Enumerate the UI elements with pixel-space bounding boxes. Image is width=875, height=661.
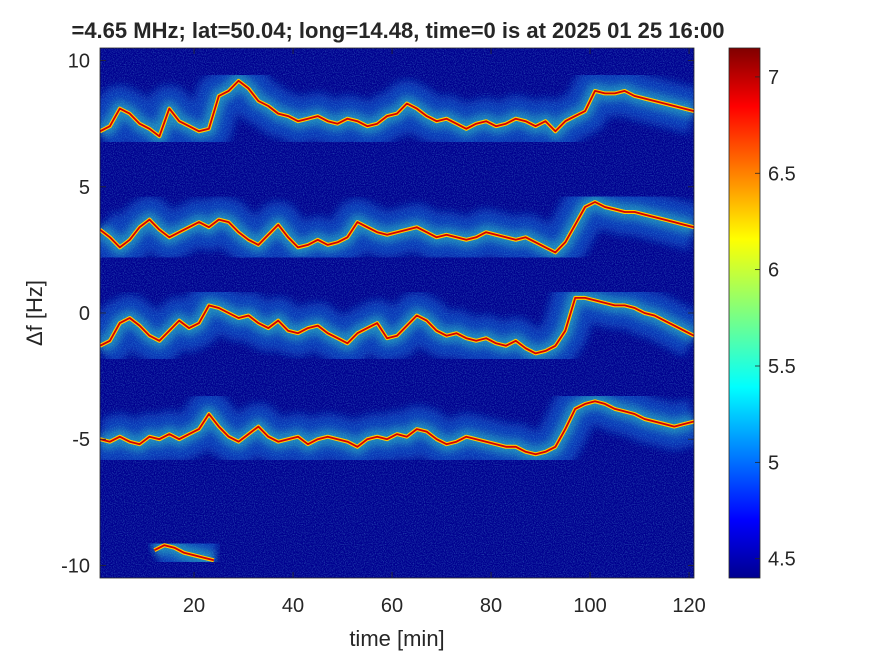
y-axis: -10 -5 0 5 10 [61,51,694,577]
trace-5-core [153,544,215,562]
chart-title: =4.65 MHz; lat=50.04; long=14.48, time=0… [71,18,724,43]
y-tick-label: 10 [68,51,90,73]
x-tick-label: 120 [672,595,705,617]
colorbar-gradient [729,48,760,578]
y-tick-label: -5 [72,429,90,451]
y-tick-label: 5 [79,177,90,199]
x-tick-label: 80 [480,595,502,617]
x-tick-label: 20 [183,595,205,617]
colorbar-tick-label: 5.5 [768,356,796,378]
colorbar-frame [728,47,761,579]
colorbar-tick-label: 6.5 [768,163,796,185]
x-axis: 20 40 60 80 100 120 [183,48,706,617]
trace-2-core [100,201,694,254]
y-tick-label: 0 [79,303,90,325]
colorbar-ticks: 4.5 5 5.5 6 6.5 7 [755,67,796,571]
colorbar: 4.5 5 5.5 6 6.5 7 [728,47,796,579]
colorbar-tick-label: 5 [768,452,779,474]
trace-3-core [100,297,694,355]
x-axis-label: time [min] [349,626,444,651]
colorbar-tick-label: 4.5 [768,549,796,571]
x-tick-label: 40 [282,595,304,617]
y-axis-label: Δf [Hz] [22,280,47,346]
trace-1-core [100,79,694,138]
y-tick-label: -10 [61,555,90,577]
colorbar-tick-label: 6 [768,260,779,282]
signal-trace-layer [100,78,694,563]
x-tick-label: 100 [573,595,606,617]
plot-area [99,47,695,579]
x-tick-label: 60 [381,595,403,617]
trace-4-core [100,400,694,456]
colorbar-tick-label: 7 [768,67,779,89]
